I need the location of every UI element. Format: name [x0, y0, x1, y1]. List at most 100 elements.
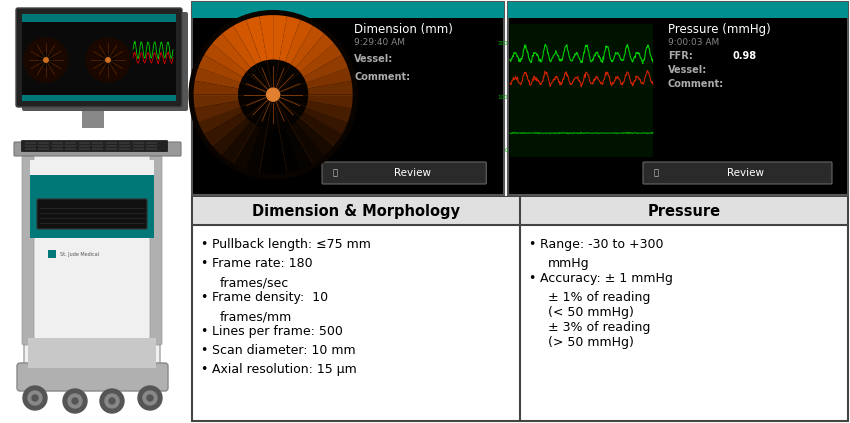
FancyBboxPatch shape — [65, 145, 76, 147]
FancyBboxPatch shape — [192, 2, 504, 195]
Circle shape — [101, 53, 115, 66]
Text: Comment:: Comment: — [668, 79, 724, 89]
Wedge shape — [295, 34, 334, 72]
Circle shape — [63, 389, 87, 413]
FancyBboxPatch shape — [48, 250, 56, 258]
Wedge shape — [234, 20, 261, 65]
Circle shape — [239, 60, 308, 129]
FancyBboxPatch shape — [22, 14, 176, 101]
FancyBboxPatch shape — [133, 142, 144, 144]
FancyBboxPatch shape — [22, 156, 34, 345]
FancyBboxPatch shape — [24, 154, 160, 372]
Wedge shape — [299, 44, 342, 77]
Circle shape — [32, 395, 38, 401]
Text: •: • — [201, 344, 207, 357]
Wedge shape — [303, 55, 348, 83]
Circle shape — [100, 389, 124, 413]
FancyBboxPatch shape — [150, 156, 162, 345]
FancyBboxPatch shape — [65, 148, 76, 150]
FancyBboxPatch shape — [25, 145, 36, 147]
Wedge shape — [198, 107, 243, 135]
FancyBboxPatch shape — [52, 148, 63, 150]
FancyBboxPatch shape — [192, 197, 848, 421]
FancyBboxPatch shape — [508, 2, 848, 195]
Wedge shape — [259, 15, 273, 61]
Circle shape — [24, 38, 68, 82]
Text: Dimension & Morphology: Dimension & Morphology — [252, 203, 460, 219]
Text: Vessel:: Vessel: — [668, 65, 707, 75]
Circle shape — [109, 398, 115, 404]
Text: FFR:: FFR: — [668, 51, 693, 61]
Circle shape — [147, 395, 153, 401]
FancyBboxPatch shape — [193, 197, 520, 225]
Text: 100: 100 — [497, 95, 508, 100]
FancyBboxPatch shape — [37, 199, 147, 229]
Wedge shape — [303, 107, 348, 135]
Wedge shape — [285, 20, 313, 65]
Wedge shape — [285, 124, 313, 169]
FancyBboxPatch shape — [79, 148, 90, 150]
FancyBboxPatch shape — [643, 162, 832, 184]
Text: 9:00:03 AM: 9:00:03 AM — [668, 38, 719, 47]
Text: Review: Review — [394, 168, 431, 178]
Text: Scan diameter: 10 mm: Scan diameter: 10 mm — [212, 344, 355, 357]
Circle shape — [138, 386, 162, 410]
Wedge shape — [198, 55, 243, 83]
Text: Pressure: Pressure — [648, 203, 721, 219]
Circle shape — [39, 53, 53, 66]
FancyBboxPatch shape — [22, 95, 176, 101]
Circle shape — [267, 88, 280, 101]
Text: (> 50 mmHg): (> 50 mmHg) — [548, 336, 634, 349]
Text: St. Jude Medical: St. Jude Medical — [60, 252, 99, 256]
Circle shape — [189, 11, 357, 179]
Text: mmHg: mmHg — [548, 257, 590, 270]
FancyBboxPatch shape — [38, 148, 49, 150]
Circle shape — [23, 386, 47, 410]
Text: 200: 200 — [497, 41, 508, 47]
Wedge shape — [305, 67, 351, 89]
FancyBboxPatch shape — [192, 2, 504, 18]
Text: ± 3% of reading: ± 3% of reading — [548, 321, 650, 334]
Text: (< 50 mmHg): (< 50 mmHg) — [548, 306, 634, 319]
Circle shape — [68, 394, 82, 408]
Text: 0: 0 — [505, 148, 508, 153]
FancyBboxPatch shape — [65, 142, 76, 144]
Wedge shape — [212, 117, 251, 156]
FancyBboxPatch shape — [17, 363, 168, 391]
Wedge shape — [204, 112, 246, 146]
Text: Frame density:  10: Frame density: 10 — [212, 291, 328, 304]
FancyBboxPatch shape — [120, 148, 131, 150]
Wedge shape — [295, 117, 334, 156]
Text: Accuracy: ± 1 mmHg: Accuracy: ± 1 mmHg — [540, 272, 673, 285]
Text: •: • — [529, 272, 536, 285]
FancyBboxPatch shape — [133, 145, 144, 147]
Circle shape — [105, 58, 111, 62]
Text: •: • — [201, 291, 207, 304]
Wedge shape — [279, 16, 300, 62]
Text: 🔍: 🔍 — [654, 168, 659, 178]
Text: •: • — [529, 238, 536, 251]
FancyBboxPatch shape — [93, 148, 104, 150]
Wedge shape — [259, 129, 273, 174]
FancyBboxPatch shape — [146, 148, 157, 150]
FancyBboxPatch shape — [30, 160, 154, 175]
FancyBboxPatch shape — [79, 145, 90, 147]
Text: •: • — [201, 238, 207, 251]
Wedge shape — [194, 81, 239, 95]
Wedge shape — [194, 95, 239, 108]
Wedge shape — [279, 127, 300, 173]
Text: 0.98: 0.98 — [733, 51, 757, 61]
Wedge shape — [307, 95, 353, 108]
FancyBboxPatch shape — [120, 142, 131, 144]
Wedge shape — [222, 121, 256, 164]
FancyBboxPatch shape — [16, 8, 182, 107]
Wedge shape — [195, 101, 241, 122]
Wedge shape — [299, 112, 342, 146]
Text: •: • — [201, 257, 207, 270]
FancyBboxPatch shape — [22, 14, 176, 22]
Circle shape — [105, 394, 119, 408]
Circle shape — [143, 391, 157, 405]
FancyBboxPatch shape — [106, 145, 117, 147]
Wedge shape — [273, 129, 287, 174]
FancyBboxPatch shape — [52, 142, 63, 144]
